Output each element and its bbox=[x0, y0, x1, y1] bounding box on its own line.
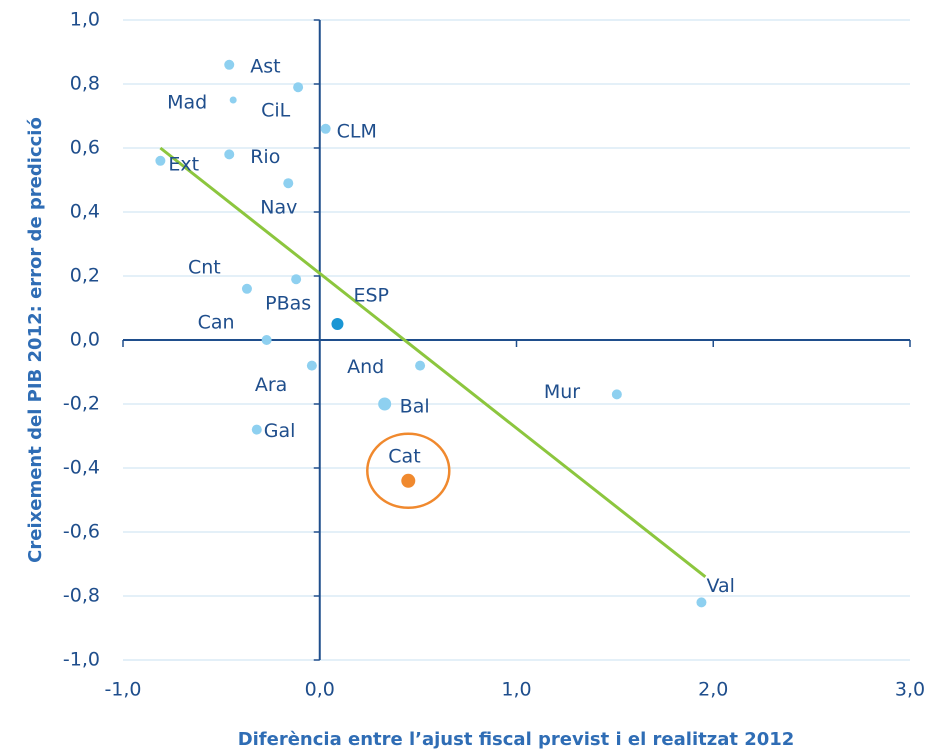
point-label: Cnt bbox=[188, 256, 221, 278]
y-tick-label: 0,6 bbox=[70, 137, 100, 159]
x-axis-title: Diferència entre l’ajust fiscal previst … bbox=[238, 729, 795, 750]
y-tick-label: -0,6 bbox=[63, 521, 100, 543]
x-tick-label: -1,0 bbox=[104, 679, 141, 701]
point-label: ESP bbox=[353, 285, 389, 307]
point bbox=[224, 149, 235, 160]
point bbox=[696, 597, 707, 608]
point-label: Bal bbox=[400, 396, 430, 418]
point-label: Ext bbox=[168, 153, 199, 175]
point bbox=[224, 59, 235, 70]
point bbox=[320, 123, 331, 134]
y-tick-label: 0,8 bbox=[70, 73, 100, 95]
point bbox=[229, 96, 237, 104]
point-label: Can bbox=[198, 312, 235, 334]
x-tick-label: 3,0 bbox=[895, 679, 925, 701]
point-label: Cat bbox=[388, 445, 420, 467]
point bbox=[251, 424, 262, 435]
point-label: CiL bbox=[261, 100, 291, 122]
point-label: CLM bbox=[337, 120, 377, 142]
point-label: Ara bbox=[255, 374, 287, 396]
point-label: Mad bbox=[167, 92, 207, 114]
highlight-ring bbox=[366, 432, 451, 510]
point bbox=[415, 360, 426, 371]
point-label: PBas bbox=[265, 293, 311, 315]
x-tick-label: 2,0 bbox=[698, 679, 728, 701]
point bbox=[155, 155, 166, 166]
point-label: Ast bbox=[250, 55, 280, 77]
point bbox=[293, 82, 304, 93]
point-label: Rio bbox=[250, 146, 280, 168]
point bbox=[261, 335, 272, 345]
point-label: Gal bbox=[264, 420, 296, 442]
point-label: Nav bbox=[260, 197, 297, 219]
y-tick-label: -0,2 bbox=[63, 393, 100, 415]
point-label: Mur bbox=[544, 381, 580, 403]
point bbox=[331, 318, 344, 330]
x-tick-label: 0,0 bbox=[305, 679, 335, 701]
point bbox=[241, 283, 252, 294]
y-tick-label: -0,4 bbox=[63, 457, 100, 479]
y-tick-label: -0,8 bbox=[63, 585, 100, 607]
point-label: And bbox=[347, 356, 384, 378]
point bbox=[291, 274, 302, 285]
y-tick-label: 0,2 bbox=[70, 265, 100, 287]
point bbox=[306, 360, 317, 371]
y-tick-label: -1,0 bbox=[63, 649, 100, 671]
point bbox=[611, 389, 622, 400]
trendline bbox=[159, 146, 707, 578]
y-tick-label: 0,4 bbox=[70, 201, 100, 223]
point bbox=[283, 178, 294, 189]
point bbox=[401, 473, 416, 488]
point-label: Val bbox=[706, 575, 734, 597]
y-tick-label: 0,0 bbox=[70, 329, 100, 351]
y-axis-title: Creixement del PIB 2012: error de predic… bbox=[25, 117, 46, 563]
y-tick-label: 1,0 bbox=[70, 9, 100, 31]
x-tick-label: 1,0 bbox=[501, 679, 531, 701]
point bbox=[378, 397, 392, 411]
